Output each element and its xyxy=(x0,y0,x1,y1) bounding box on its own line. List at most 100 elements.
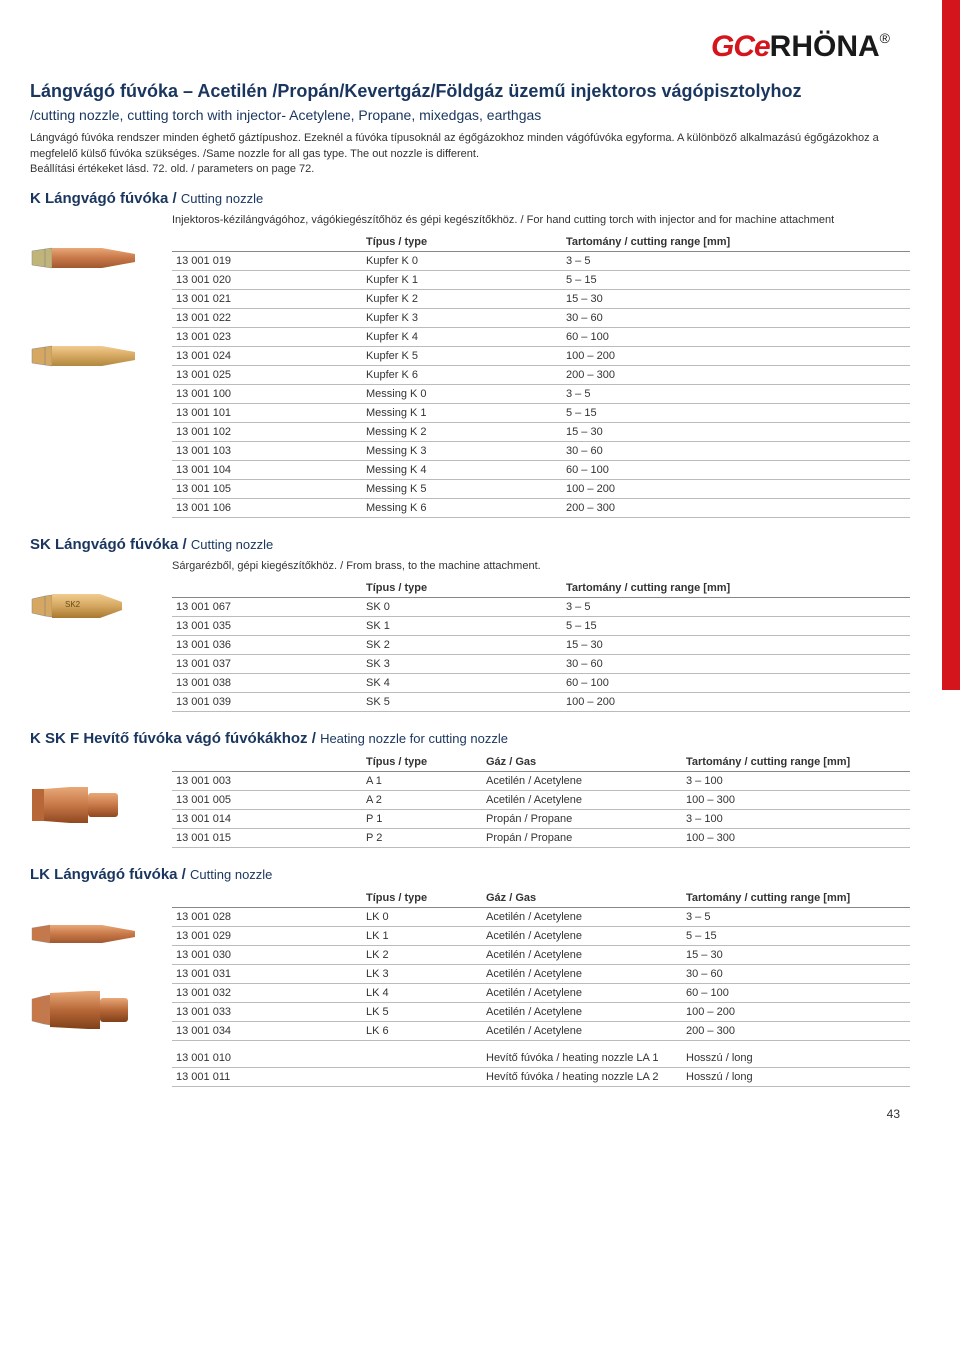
page-subtitle: /cutting nozzle, cutting torch with inje… xyxy=(30,107,910,123)
table-cell: Messing K 6 xyxy=(362,498,562,517)
table-row: 13 001 039SK 5100 – 200 xyxy=(172,693,910,712)
nozzle-sk-image: SK2 xyxy=(30,589,140,623)
table-row: 13 001 024Kupfer K 5100 – 200 xyxy=(172,346,910,365)
table-cell: 13 001 011 xyxy=(172,1067,362,1086)
table-cell: Kupfer K 2 xyxy=(362,289,562,308)
table-row: 13 001 030LK 2Acetilén / Acetylene15 – 3… xyxy=(172,946,910,965)
nozzle-lk-image-1 xyxy=(30,919,140,949)
table-cell: 100 – 200 xyxy=(562,693,910,712)
table-cell: P 2 xyxy=(362,829,482,848)
table-cell: Acetilén / Acetylene xyxy=(482,1022,682,1041)
kskf-th-1: Típus / type xyxy=(362,753,482,772)
table-cell: 3 – 100 xyxy=(682,772,910,791)
table-cell: 30 – 60 xyxy=(562,441,910,460)
table-cell: 13 001 102 xyxy=(172,422,362,441)
table-cell: 13 001 106 xyxy=(172,498,362,517)
table-cell: 5 – 15 xyxy=(562,270,910,289)
table-row: 13 001 022Kupfer K 330 – 60 xyxy=(172,308,910,327)
k-section-title: K Lángvágó fúvóka / Cutting nozzle xyxy=(30,190,910,207)
table-cell: 15 – 30 xyxy=(562,289,910,308)
table-row: 13 001 003A 1Acetilén / Acetylene3 – 100 xyxy=(172,772,910,791)
table-cell: 200 – 300 xyxy=(682,1022,910,1041)
table-cell: 100 – 200 xyxy=(562,346,910,365)
table-row: 13 001 014P 1Propán / Propane3 – 100 xyxy=(172,810,910,829)
table-row: 13 001 106Messing K 6200 – 300 xyxy=(172,498,910,517)
table-cell: Kupfer K 3 xyxy=(362,308,562,327)
sk-section-title: SK Lángvágó fúvóka / Cutting nozzle xyxy=(30,536,910,553)
table-cell: SK 3 xyxy=(362,655,562,674)
table-cell: 13 001 104 xyxy=(172,460,362,479)
table-row: 13 001 034LK 6Acetilén / Acetylene200 – … xyxy=(172,1022,910,1041)
table-cell: Acetilén / Acetylene xyxy=(482,965,682,984)
lk-th-1: Típus / type xyxy=(362,889,482,908)
table-cell: Hosszú / long xyxy=(682,1067,910,1086)
table-cell: 5 – 15 xyxy=(562,617,910,636)
nozzle-brass-image xyxy=(30,341,140,371)
table-cell: 3 – 5 xyxy=(562,251,910,270)
table-cell: Propán / Propane xyxy=(482,810,682,829)
table-cell: Acetilén / Acetylene xyxy=(482,772,682,791)
table-cell: 13 001 003 xyxy=(172,772,362,791)
table-cell: 30 – 60 xyxy=(562,308,910,327)
table-cell: Kupfer K 5 xyxy=(362,346,562,365)
table-cell: 3 – 100 xyxy=(682,810,910,829)
svg-text:SK2: SK2 xyxy=(65,600,81,609)
table-cell: 13 001 032 xyxy=(172,984,362,1003)
table-cell: SK 1 xyxy=(362,617,562,636)
lk-section: LK Lángvágó fúvóka / Cutting nozzle Típu… xyxy=(30,866,910,1087)
table-cell: 200 – 300 xyxy=(562,498,910,517)
table-cell: Messing K 2 xyxy=(362,422,562,441)
table-cell: 13 001 005 xyxy=(172,791,362,810)
table-cell: 13 001 100 xyxy=(172,384,362,403)
k-th-2: Tartomány / cutting range [mm] xyxy=(562,233,910,252)
table-cell: 13 001 038 xyxy=(172,674,362,693)
table-cell: 100 – 200 xyxy=(682,1003,910,1022)
table-cell: 100 – 300 xyxy=(682,791,910,810)
table-cell: 13 001 024 xyxy=(172,346,362,365)
table-row: 13 001 020Kupfer K 15 – 15 xyxy=(172,270,910,289)
table-cell: 5 – 15 xyxy=(562,403,910,422)
table-row: 13 001 104Messing K 460 – 100 xyxy=(172,460,910,479)
table-cell: LK 6 xyxy=(362,1022,482,1041)
table-row: 13 001 035SK 15 – 15 xyxy=(172,617,910,636)
kskf-section: K SK F Hevítő fúvóka vágó fúvókákhoz / H… xyxy=(30,730,910,848)
table-row: 13 001 025Kupfer K 6200 – 300 xyxy=(172,365,910,384)
kskf-th-3: Tartomány / cutting range [mm] xyxy=(682,753,910,772)
table-cell: LK 1 xyxy=(362,927,482,946)
table-row: 13 001 038SK 460 – 100 xyxy=(172,674,910,693)
table-row: 13 001 010Hevítő fúvóka / heating nozzle… xyxy=(172,1049,910,1068)
table-cell: 60 – 100 xyxy=(682,984,910,1003)
table-cell: 15 – 30 xyxy=(562,422,910,441)
table-cell: 200 – 300 xyxy=(562,365,910,384)
table-cell: LK 0 xyxy=(362,908,482,927)
table-cell: SK 0 xyxy=(362,598,562,617)
lk-images xyxy=(30,889,160,1041)
table-cell: 15 – 30 xyxy=(562,636,910,655)
table-row: 13 001 102Messing K 215 – 30 xyxy=(172,422,910,441)
table-cell: 100 – 200 xyxy=(562,479,910,498)
table-cell: 13 001 105 xyxy=(172,479,362,498)
table-cell: Messing K 3 xyxy=(362,441,562,460)
table-cell: Messing K 1 xyxy=(362,403,562,422)
table-cell: Hevítő fúvóka / heating nozzle LA 2 xyxy=(482,1067,682,1086)
table-cell: Messing K 0 xyxy=(362,384,562,403)
table-cell: Propán / Propane xyxy=(482,829,682,848)
table-cell: LK 2 xyxy=(362,946,482,965)
table-cell: 13 001 020 xyxy=(172,270,362,289)
table-cell xyxy=(362,1049,482,1068)
logo-registered: ® xyxy=(880,30,890,46)
table-row: 13 001 019Kupfer K 03 – 5 xyxy=(172,251,910,270)
table-cell: Acetilén / Acetylene xyxy=(482,1003,682,1022)
table-cell: Kupfer K 1 xyxy=(362,270,562,289)
table-cell: 30 – 60 xyxy=(562,655,910,674)
k-section: K Lángvágó fúvóka / Cutting nozzle Injek… xyxy=(30,190,910,518)
table-cell: 30 – 60 xyxy=(682,965,910,984)
kskf-th-0 xyxy=(172,753,362,772)
table-cell: 13 001 028 xyxy=(172,908,362,927)
table-cell: 13 001 023 xyxy=(172,327,362,346)
table-cell: 13 001 029 xyxy=(172,927,362,946)
table-cell: 15 – 30 xyxy=(682,946,910,965)
table-row: 13 001 011 Hevítő fúvóka / heating nozzle… xyxy=(172,1067,910,1086)
table-row: 13 001 015P 2Propán / Propane100 – 300 xyxy=(172,829,910,848)
sk-th-1: Típus / type xyxy=(362,579,562,598)
